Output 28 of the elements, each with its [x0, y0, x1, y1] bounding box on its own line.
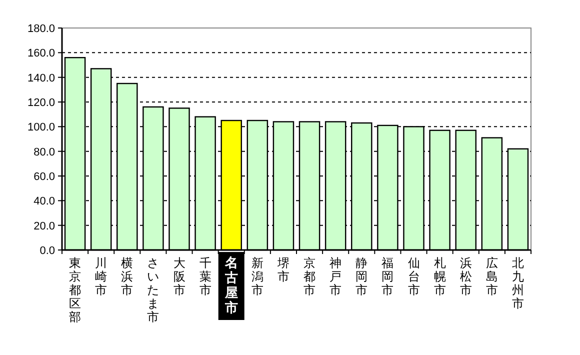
- x-tick-label: 川崎市: [95, 256, 108, 297]
- x-tick-label: 堺市: [276, 256, 290, 284]
- x-tick-label: 名古屋市: [224, 255, 238, 315]
- x-tick-label: さいたま市: [147, 256, 160, 324]
- x-tick-label: 千葉市: [199, 256, 212, 297]
- x-tick-label: 浜松市: [460, 256, 472, 297]
- x-tick-label: 京都市: [304, 256, 316, 297]
- y-tick-label: 120.0: [27, 97, 55, 109]
- x-tick-label: 神戸市: [330, 256, 342, 297]
- y-tick-label: 20.0: [34, 220, 55, 232]
- y-tick-label: 80.0: [34, 146, 55, 158]
- y-tick-label: 180.0: [27, 23, 55, 35]
- y-tick-label: 140.0: [27, 72, 55, 84]
- x-tick-label: 新潟市: [251, 256, 264, 297]
- y-tick-label: 40.0: [34, 196, 55, 208]
- y-tick-label: 160.0: [27, 48, 55, 60]
- x-tick-label: 大阪市: [173, 256, 186, 297]
- y-tick-label: 60.0: [34, 171, 55, 183]
- y-tick-label: 0.0: [40, 245, 55, 257]
- x-tick-label: 仙台市: [408, 256, 420, 297]
- x-tick-label: 福岡市: [382, 256, 394, 297]
- x-tick-label: 札幌市: [434, 256, 446, 297]
- x-tick-label: 北九州市: [512, 256, 524, 310]
- y-tick-label: 100.0: [27, 122, 55, 134]
- x-tick-label: 静岡市: [356, 256, 368, 297]
- x-tick-label: 横浜市: [121, 256, 134, 297]
- x-tick-label: 広島市: [486, 256, 498, 297]
- x-tick-label: 東京都区部: [69, 256, 82, 324]
